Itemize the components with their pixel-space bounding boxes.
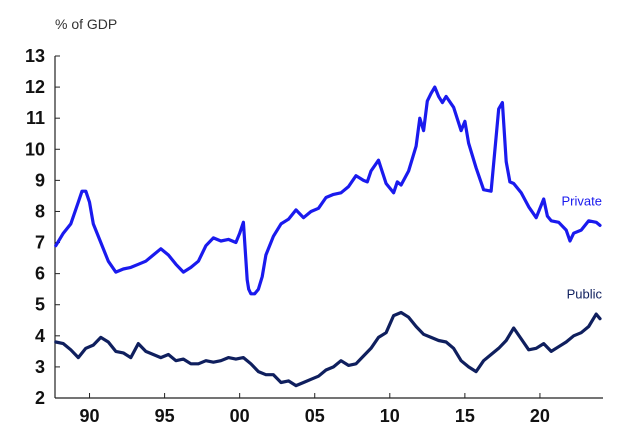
x-tick-label: 05	[305, 406, 325, 426]
x-axis-ticks: 90 95 00 05 10 15 20	[80, 393, 550, 426]
y-tick-label: 13	[25, 46, 45, 66]
series-line-public	[54, 310, 602, 388]
x-tick-label: 10	[380, 406, 400, 426]
series-line-private	[54, 85, 602, 296]
y-tick-label: 11	[26, 108, 45, 128]
series-label-private: Private	[562, 193, 602, 208]
series-lines	[54, 85, 602, 388]
x-tick-label: 90	[80, 406, 100, 426]
y-axis-ticks: 2 3 4 5 6 7 8 9 10 11 12 13	[25, 46, 60, 408]
y-tick-label: 5	[35, 295, 45, 315]
y-tick-label: 2	[35, 388, 45, 408]
x-tick-label: 20	[530, 406, 550, 426]
y-axis-unit-label: % of GDP	[55, 16, 118, 32]
y-tick-label: 12	[25, 77, 45, 97]
series-labels: Private Public	[562, 193, 603, 301]
y-tick-label: 9	[35, 170, 45, 190]
x-tick-label: 15	[455, 406, 475, 426]
y-tick-label: 3	[35, 357, 45, 377]
y-tick-label: 4	[35, 326, 45, 346]
y-tick-label: 8	[35, 201, 45, 221]
y-tick-label: 10	[25, 139, 45, 159]
x-tick-label: 00	[230, 406, 250, 426]
series-label-public: Public	[567, 287, 603, 302]
y-tick-label: 6	[35, 264, 45, 284]
y-tick-label: 7	[35, 233, 45, 253]
x-tick-label: 95	[155, 406, 175, 426]
